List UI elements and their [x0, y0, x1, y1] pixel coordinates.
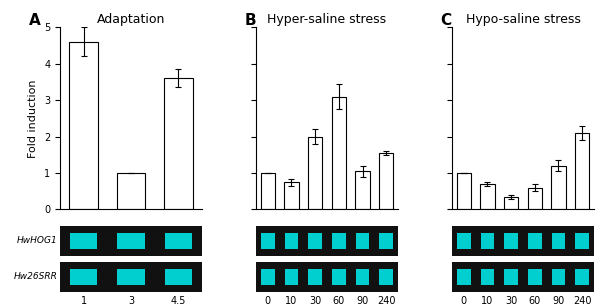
Title: Adaptation: Adaptation: [97, 13, 165, 26]
Text: 4.5: 4.5: [170, 296, 186, 304]
Text: 10: 10: [286, 296, 298, 304]
Title: Hypo-saline stress: Hypo-saline stress: [466, 13, 580, 26]
Text: 60: 60: [529, 296, 541, 304]
Text: 30: 30: [309, 296, 321, 304]
Bar: [284, 233, 298, 249]
Text: 240: 240: [377, 296, 395, 304]
Bar: [452, 262, 594, 292]
Bar: [457, 233, 470, 249]
Bar: [504, 269, 518, 285]
Bar: [551, 233, 565, 249]
Bar: [284, 269, 298, 285]
Bar: [481, 184, 494, 209]
Text: 30: 30: [505, 296, 517, 304]
Bar: [379, 153, 393, 209]
Bar: [256, 262, 398, 292]
Bar: [379, 269, 393, 285]
Bar: [256, 226, 398, 256]
Text: 60: 60: [333, 296, 345, 304]
Bar: [504, 233, 518, 249]
Bar: [481, 269, 494, 285]
Text: 0: 0: [265, 296, 271, 304]
Bar: [60, 226, 202, 256]
Bar: [164, 269, 192, 285]
Bar: [332, 269, 346, 285]
Text: 240: 240: [573, 296, 592, 304]
Bar: [70, 233, 97, 249]
Text: A: A: [29, 13, 41, 28]
Bar: [575, 133, 589, 209]
Text: B: B: [245, 13, 256, 28]
Bar: [457, 173, 471, 209]
Bar: [60, 262, 202, 292]
Bar: [575, 233, 589, 249]
Bar: [356, 269, 370, 285]
Bar: [70, 269, 97, 285]
Bar: [164, 233, 192, 249]
Bar: [284, 182, 299, 209]
Text: 0: 0: [461, 296, 467, 304]
Text: 3: 3: [128, 296, 134, 304]
Bar: [261, 173, 275, 209]
Bar: [452, 226, 594, 256]
Bar: [70, 42, 98, 209]
Title: Hyper-saline stress: Hyper-saline stress: [268, 13, 386, 26]
Bar: [164, 78, 193, 209]
Bar: [261, 269, 275, 285]
Text: C: C: [440, 13, 452, 28]
Bar: [551, 166, 566, 209]
Bar: [528, 269, 542, 285]
Bar: [308, 136, 322, 209]
Bar: [379, 233, 393, 249]
Bar: [332, 233, 346, 249]
Text: 1: 1: [80, 296, 87, 304]
Bar: [481, 233, 494, 249]
Bar: [308, 269, 322, 285]
Bar: [117, 233, 145, 249]
Bar: [117, 173, 145, 209]
Text: 90: 90: [553, 296, 565, 304]
Bar: [117, 269, 145, 285]
Bar: [332, 97, 346, 209]
Bar: [551, 269, 565, 285]
Text: 10: 10: [481, 296, 494, 304]
Text: HwHOG1: HwHOG1: [16, 237, 57, 245]
Bar: [261, 233, 275, 249]
Bar: [504, 197, 518, 209]
Bar: [308, 233, 322, 249]
Bar: [575, 269, 589, 285]
Bar: [528, 188, 542, 209]
Text: Hw26SRR: Hw26SRR: [13, 272, 57, 281]
Bar: [356, 233, 370, 249]
Text: 90: 90: [356, 296, 368, 304]
Bar: [355, 171, 370, 209]
Y-axis label: Fold induction: Fold induction: [28, 79, 38, 158]
Bar: [528, 233, 542, 249]
Bar: [457, 269, 470, 285]
